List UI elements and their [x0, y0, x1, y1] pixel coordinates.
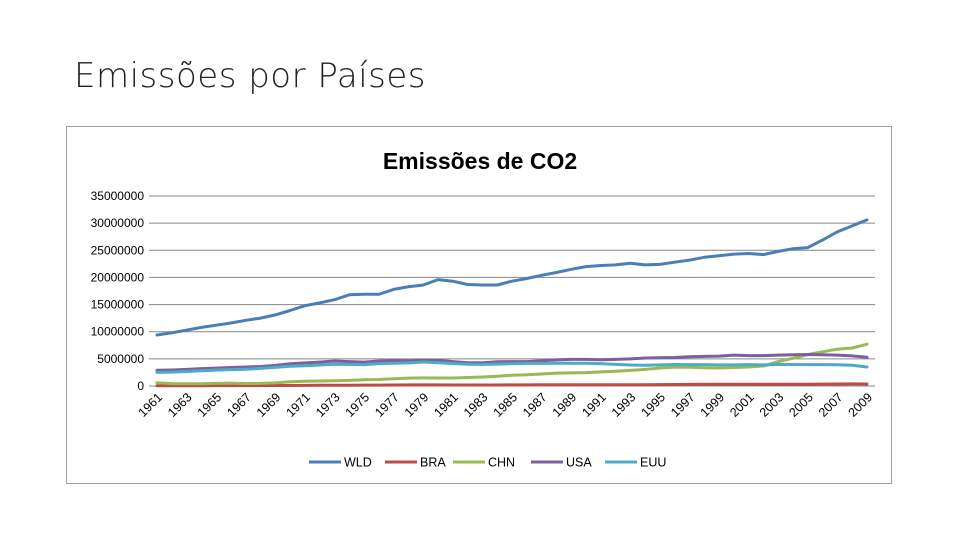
x-tick-label: 1991: [579, 390, 609, 420]
legend: WLD BRA CHN USA EUU: [309, 456, 666, 470]
x-tick-label: 1973: [313, 390, 343, 420]
series-line-euu: [155, 360, 869, 374]
legend-label-euu: EUU: [640, 456, 666, 470]
x-tick-label: 1963: [165, 390, 195, 420]
x-axis-ticks: 1961 1963 1965 1967 1969 1971 1973 1975 1977 1979…: [136, 390, 876, 420]
x-tick-label: 1971: [283, 390, 313, 420]
x-tick-label: 1961: [136, 390, 166, 420]
x-tick-label: 1975: [343, 390, 373, 420]
chart-frame: Emissões de CO2 0 5000000 10000000 15000000…: [66, 126, 892, 484]
x-tick-label: 1979: [402, 390, 432, 420]
y-tick-label: 5000000: [97, 352, 144, 366]
y-axis-ticks: 0 5000000 10000000 15000000 20000000 25000000…: [91, 189, 145, 393]
legend-label-bra: BRA: [420, 456, 446, 470]
x-tick-label: 1997: [668, 390, 698, 420]
x-tick-label: 1993: [609, 390, 639, 420]
x-tick-label: 1983: [461, 390, 491, 420]
x-tick-label: 2005: [786, 390, 816, 420]
x-tick-label: 1981: [431, 390, 461, 420]
x-tick-label: 2003: [757, 390, 787, 420]
x-tick-label: 2009: [846, 390, 876, 420]
y-tick-label: 25000000: [91, 243, 145, 257]
x-tick-label: 1965: [195, 390, 225, 420]
x-tick-label: 1985: [491, 390, 521, 420]
y-tick-label: 35000000: [91, 189, 145, 203]
y-tick-label: 10000000: [91, 325, 145, 339]
series-line-usa: [155, 353, 869, 372]
y-tick-label: 0: [137, 379, 144, 393]
x-tick-label: 1987: [520, 390, 550, 420]
gridlines: [149, 195, 875, 387]
series-line-bra: [155, 382, 869, 388]
x-tick-label: 1967: [224, 390, 254, 420]
x-tick-label: 2001: [727, 390, 757, 420]
emissions-line-chart: Emissões de CO2 0 5000000 10000000 15000000…: [91, 148, 876, 470]
x-tick-label: 1989: [550, 390, 580, 420]
x-tick-label: 1977: [372, 390, 402, 420]
chart-title: Emissões de CO2: [383, 148, 577, 174]
x-tick-label: 2007: [816, 390, 846, 420]
series-line-chn: [155, 342, 869, 386]
legend-label-chn: CHN: [488, 456, 515, 470]
legend-label-usa: USA: [566, 456, 592, 470]
slide-title: Emissões por Países: [74, 56, 426, 96]
y-tick-label: 20000000: [91, 270, 145, 284]
series-line-wld: [155, 218, 869, 337]
x-tick-label: 1995: [638, 390, 668, 420]
y-tick-label: 30000000: [91, 216, 145, 230]
x-tick-label: 1999: [698, 390, 728, 420]
y-tick-label: 15000000: [91, 298, 145, 312]
legend-label-wld: WLD: [344, 456, 372, 470]
x-tick-label: 1969: [254, 390, 284, 420]
series-lines: [155, 218, 869, 388]
